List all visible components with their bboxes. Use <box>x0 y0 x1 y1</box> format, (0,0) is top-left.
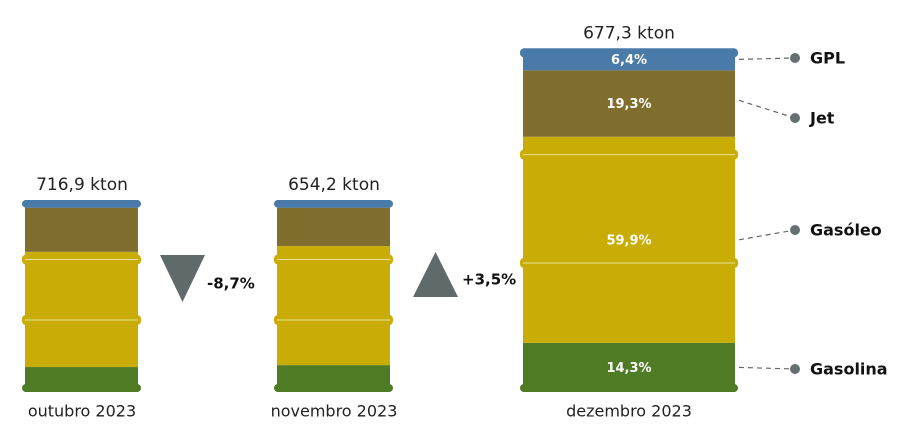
change-label: +3,5% <box>462 271 516 289</box>
segment-label: 19,3% <box>606 97 651 112</box>
barrel-rim <box>274 384 393 392</box>
legend-label: Gasolina <box>810 360 888 379</box>
barrel-segment <box>277 246 390 366</box>
change-arrow <box>413 252 458 297</box>
legend-leader <box>738 366 796 370</box>
x-tick-label: novembro 2023 <box>271 402 398 421</box>
total-label: 677,3 kton <box>583 23 675 43</box>
change-arrow <box>160 255 205 302</box>
barrel-rim <box>520 384 738 392</box>
barrel-segment <box>523 342 735 392</box>
barrel-segment <box>25 207 138 252</box>
legend-leader <box>738 229 796 241</box>
total-label: 654,2 kton <box>288 175 380 195</box>
legend-leader <box>738 57 796 60</box>
legend-dot <box>790 53 800 63</box>
x-tick-label: outubro 2023 <box>28 402 136 421</box>
legend-dot <box>790 364 800 374</box>
change-label: -8,7% <box>207 275 255 293</box>
x-tick-label: dezembro 2023 <box>566 402 692 421</box>
segment-label: 6,4% <box>611 53 647 68</box>
legend-label: Jet <box>809 109 835 128</box>
barrel-segment <box>277 207 390 247</box>
segment-label: 59,9% <box>606 233 651 248</box>
legend-dot <box>790 113 800 123</box>
barrel-segment <box>523 136 735 343</box>
barrel-rim <box>22 384 141 392</box>
legend-label: GPL <box>810 49 845 68</box>
legend-dot <box>790 225 800 235</box>
segment-label: 14,3% <box>606 361 651 376</box>
barrel-rim <box>274 200 393 208</box>
legend-label: Gasóleo <box>810 221 882 240</box>
barrel-segment <box>523 70 735 137</box>
total-label: 716,9 kton <box>36 175 128 195</box>
barrel-rim <box>22 200 141 208</box>
legend-leader <box>738 99 796 119</box>
barrel-rim <box>520 48 738 58</box>
barrel-segment <box>25 251 138 368</box>
